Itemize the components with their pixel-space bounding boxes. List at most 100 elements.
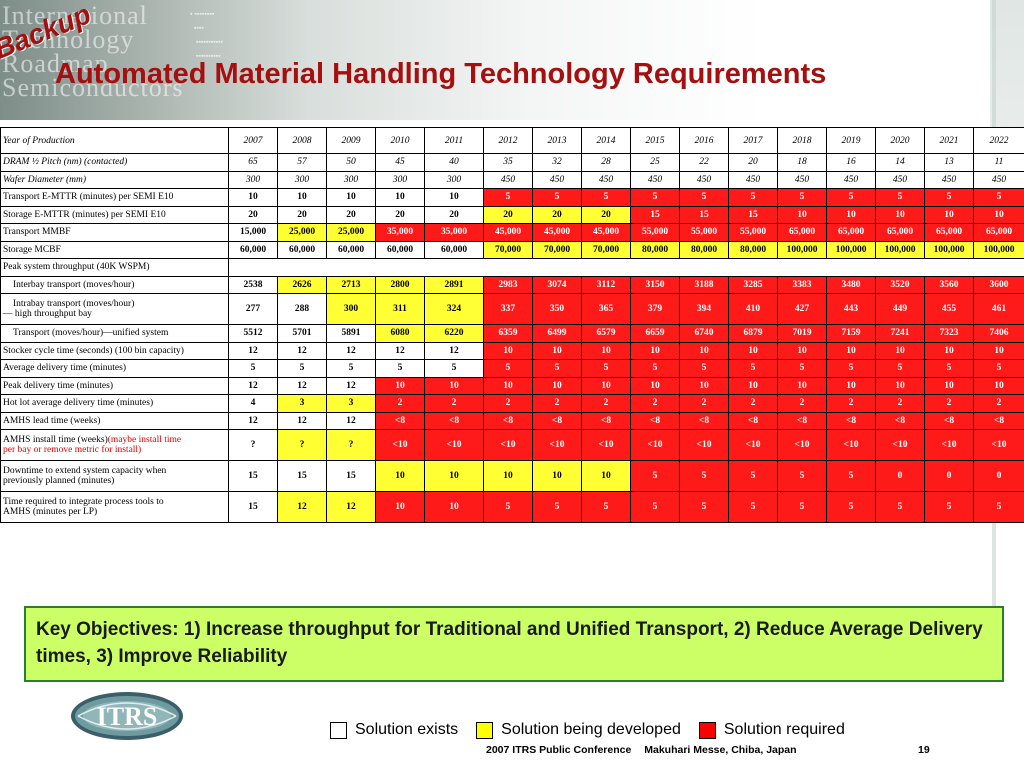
table-cell: 10 bbox=[924, 341, 974, 360]
table-cell: 5 bbox=[777, 491, 827, 523]
table-cell: 35,000 bbox=[424, 223, 484, 242]
table-cell: 288 bbox=[277, 293, 327, 325]
table-cell: 7019 bbox=[777, 324, 827, 343]
row-label-text-line2: previously planned (minutes) bbox=[3, 476, 115, 486]
row-label-text: Storage E-MTTR (minutes) per SEMI E10 bbox=[3, 209, 166, 220]
table-cell: 3 bbox=[277, 394, 327, 413]
table-cell: 55,000 bbox=[728, 223, 778, 242]
table-cell: 5 bbox=[326, 359, 376, 378]
table-cell: 80,000 bbox=[728, 240, 778, 259]
table-cell: 15 bbox=[630, 205, 680, 224]
table-cell: 45,000 bbox=[532, 223, 582, 242]
table-cell: 10 bbox=[424, 188, 484, 207]
table-cell: 10 bbox=[924, 205, 974, 224]
table-cell: 10 bbox=[424, 491, 484, 523]
year-header: 2022 bbox=[973, 127, 1024, 154]
table-cell: 10 bbox=[277, 188, 327, 207]
row-label-text: Transport E-MTTR (minutes) per SEMI E10 bbox=[3, 192, 174, 203]
table-cell: 5 bbox=[277, 359, 327, 378]
row-label-text: Transport (moves/hour)—unified system bbox=[13, 328, 169, 339]
row-label: Stocker cycle time (seconds) (100 bin ca… bbox=[0, 341, 229, 360]
banner-line: Technology bbox=[2, 25, 135, 54]
table-cell: 3600 bbox=[973, 275, 1024, 294]
table-cell: 10 bbox=[875, 341, 925, 360]
table-cell: 324 bbox=[424, 293, 484, 325]
row-label-text: Storage MCBF bbox=[3, 244, 61, 255]
year-header: 2021 bbox=[924, 127, 974, 154]
table-cell: 35,000 bbox=[375, 223, 425, 242]
table-cell: 57 bbox=[277, 153, 327, 172]
table-cell: 15 bbox=[277, 460, 327, 492]
legend-item: Solution required bbox=[698, 721, 845, 739]
year-header: 2008 bbox=[277, 127, 327, 154]
table-cell: 5 bbox=[826, 491, 876, 523]
table-cell: 12 bbox=[326, 341, 376, 360]
table-cell: 2 bbox=[375, 394, 425, 413]
table-cell: <10 bbox=[924, 429, 974, 461]
table-cell: 450 bbox=[826, 170, 876, 189]
table-cell: 20 bbox=[483, 205, 533, 224]
table-row: Transport MMBF 15,000 25,000 25,000 35,000 35… bbox=[0, 223, 1024, 242]
table-cell: 300 bbox=[228, 170, 278, 189]
table-cell: 20 bbox=[277, 205, 327, 224]
table-cell: <8 bbox=[924, 411, 974, 430]
table-cell: 55,000 bbox=[679, 223, 729, 242]
table-cell: 5 bbox=[924, 188, 974, 207]
table-cell: 10 bbox=[630, 376, 680, 395]
table-cell: 3480 bbox=[826, 275, 876, 294]
table-cell: 12 bbox=[277, 491, 327, 523]
table-cell: 2983 bbox=[483, 275, 533, 294]
table-cell: 35 bbox=[483, 153, 533, 172]
table-cell: 3285 bbox=[728, 275, 778, 294]
table-cell: 5 bbox=[875, 491, 925, 523]
table-cell: 2800 bbox=[375, 275, 425, 294]
row-label: Transport MMBF bbox=[0, 223, 229, 242]
table-cell: 13 bbox=[924, 153, 974, 172]
table-cell: 2 bbox=[679, 394, 729, 413]
table-cell: 450 bbox=[483, 170, 533, 189]
table-cell: 65,000 bbox=[924, 223, 974, 242]
legend-label: Solution required bbox=[723, 721, 845, 738]
table-cell: 337 bbox=[483, 293, 533, 325]
table-cell: 18 bbox=[777, 153, 827, 172]
table-cell: 80,000 bbox=[630, 240, 680, 259]
table-cell: 15,000 bbox=[228, 223, 278, 242]
table-cell: 5 bbox=[228, 359, 278, 378]
table-cell: 14 bbox=[875, 153, 925, 172]
table-cell: 5 bbox=[679, 491, 729, 523]
row-label-text: Stocker cycle time (seconds) (100 bin ca… bbox=[3, 345, 184, 356]
footer-conference: 2007 ITRS Public Conference bbox=[486, 744, 632, 756]
row-label-text: Downtime to extend system capacity when bbox=[3, 466, 167, 476]
row-label: Average delivery time (minutes) bbox=[0, 359, 229, 378]
table-cell: 15 bbox=[326, 460, 376, 492]
table-cell: 100,000 bbox=[777, 240, 827, 259]
table-cell: 10 bbox=[228, 188, 278, 207]
table-cell: 450 bbox=[630, 170, 680, 189]
table-cell: 20 bbox=[424, 205, 484, 224]
row-label-text: Interbay transport (moves/hour) bbox=[13, 279, 135, 290]
year-header: 2009 bbox=[326, 127, 376, 154]
table-cell: 5512 bbox=[228, 324, 278, 343]
table-cell: 65,000 bbox=[973, 223, 1024, 242]
table-row: Intrabay transport (moves/hour) — high th… bbox=[0, 293, 1024, 325]
table-cell: <8 bbox=[826, 411, 876, 430]
row-label-text: Hot lot average delivery time (minutes) bbox=[3, 398, 154, 409]
table-cell: 10 bbox=[532, 460, 582, 492]
table-cell: 5 bbox=[875, 359, 925, 378]
row-label-text: DRAM ½ Pitch (nm) (contacted) bbox=[3, 157, 128, 168]
table-cell: 20 bbox=[375, 205, 425, 224]
table-cell: <8 bbox=[375, 411, 425, 430]
table-cell: 10 bbox=[375, 188, 425, 207]
banner-watermark-text: International Technology Roadmap Semiconduc… bbox=[2, 3, 184, 101]
table-cell: 5 bbox=[826, 460, 876, 492]
table-cell: 45 bbox=[375, 153, 425, 172]
table-cell: 10 bbox=[483, 341, 533, 360]
table-cell: 10 bbox=[532, 376, 582, 395]
table-cell: <8 bbox=[777, 411, 827, 430]
table-cell: 10 bbox=[875, 205, 925, 224]
row-label-text: Average delivery time (minutes) bbox=[3, 363, 127, 374]
table-cell: 350 bbox=[532, 293, 582, 325]
row-label-text: AMHS lead time (weeks) bbox=[3, 415, 101, 426]
year-header: 2017 bbox=[728, 127, 778, 154]
table-row: DRAM ½ Pitch (nm) (contacted) 65 57 50 45 40 3… bbox=[0, 153, 1024, 172]
